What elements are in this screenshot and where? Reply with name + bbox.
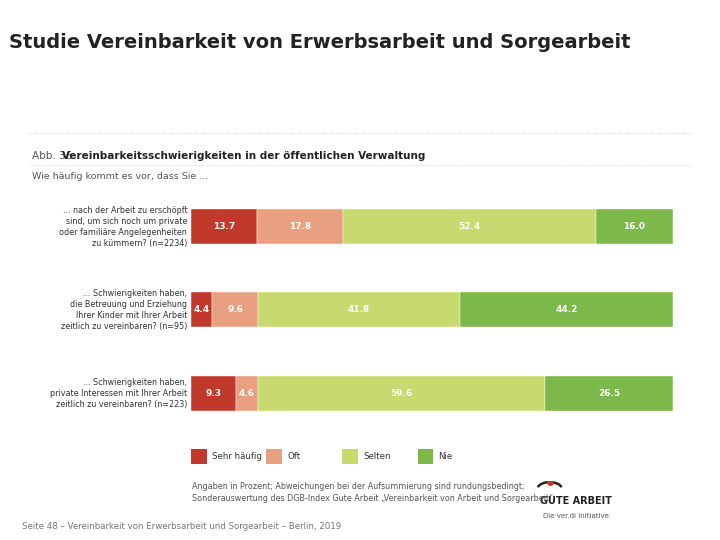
Bar [460,293,673,327]
Bar [343,210,595,244]
Bar [595,210,672,244]
Bar [212,293,258,327]
Text: Seite 48 – Vereinbarkeit von Erwerbsarbeit und Sorgearbeit – Berlin, 2019: Seite 48 – Vereinbarkeit von Erwerbsarbe… [22,522,341,531]
Bar [257,210,343,244]
Text: ... Schwierigkeiten haben,
private Interessen mit Ihrer Arbeit
zeitlich zu verei: ... Schwierigkeiten haben, private Inter… [50,377,187,409]
Text: ... Schwierigkeiten haben,
die Betreuung und Erziehung
Ihrer Kinder mit Ihrer Ar: ... Schwierigkeiten haben, die Betreuung… [60,289,187,331]
Text: Vereinbarkeitsschwierigkeiten in der öffentlichen Verwaltung: Vereinbarkeitsschwierigkeiten in der öff… [62,151,426,161]
Text: ... nach der Arbeit zu erschöpft
sind, um sich noch um private
oder familiäre An: ... nach der Arbeit zu erschöpft sind, u… [60,206,187,248]
Text: Oft: Oft [287,453,300,461]
Bar [258,293,460,327]
Text: Abb. 36: Abb. 36 [32,151,78,161]
Text: 17.8: 17.8 [289,222,311,231]
Text: 26.5: 26.5 [598,389,621,397]
Text: Wie häufig kommt es vor, dass Sie ...: Wie häufig kommt es vor, dass Sie ... [32,172,208,181]
Text: Blick in die Branchen: öffentliche Verwaltungen: Blick in die Branchen: öffentliche Verwa… [9,89,477,106]
Text: Sonderauswertung des DGB-Index Gute Arbeit „Vereinbarkeit von Arbeit und Sorgear: Sonderauswertung des DGB-Index Gute Arbe… [192,494,554,503]
Text: 59.6: 59.6 [390,389,413,397]
Bar [191,376,235,410]
Text: Studie Vereinbarkeit von Erwerbsarbeit und Sorgearbeit: Studie Vereinbarkeit von Erwerbsarbeit u… [9,33,631,52]
Text: Sehr häufig: Sehr häufig [212,453,261,461]
Text: 9.3: 9.3 [205,389,221,397]
Text: 13.7: 13.7 [212,222,235,231]
Text: Nie: Nie [438,453,453,461]
Text: 4.4: 4.4 [194,306,210,314]
Bar [235,376,258,410]
Text: 44.2: 44.2 [555,306,577,314]
Bar [545,376,673,410]
Bar [191,210,257,244]
Text: 52.4: 52.4 [458,222,480,231]
Bar [258,376,545,410]
Text: 9.6: 9.6 [228,306,243,314]
Text: Die ver.di Initiative: Die ver.di Initiative [543,514,608,519]
Text: 4.6: 4.6 [239,389,255,397]
Text: Angaben in Prozent; Abweichungen bei der Aufsummierung sind rundungsbedingt;: Angaben in Prozent; Abweichungen bei der… [192,482,525,491]
Text: ver.di: ver.di [646,498,683,512]
Text: Selten: Selten [363,453,390,461]
Text: 16.0: 16.0 [623,222,645,231]
Text: GUTE ARBEIT: GUTE ARBEIT [540,496,612,507]
Text: 41.8: 41.8 [348,306,370,314]
Bar [191,293,212,327]
